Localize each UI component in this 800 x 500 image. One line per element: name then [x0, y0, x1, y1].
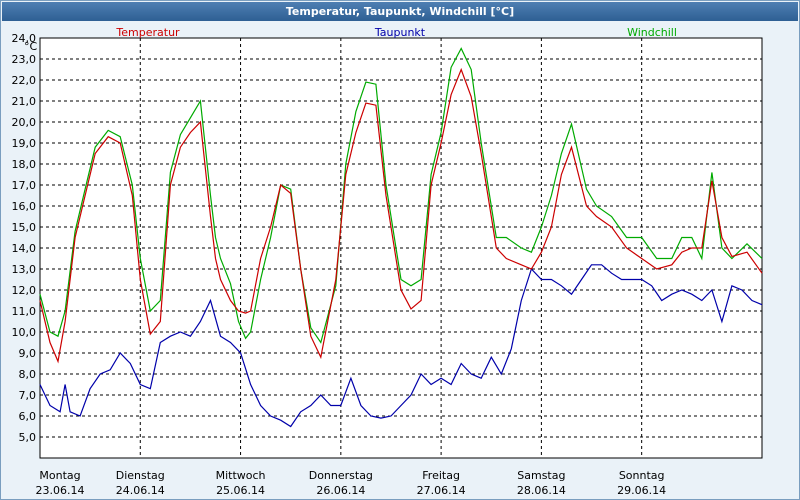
- y-tick-label: 18,0: [12, 158, 37, 171]
- y-tick-label: 12,0: [12, 284, 37, 297]
- x-date-label: 25.06.14: [216, 484, 265, 497]
- x-day-label: Dienstag: [116, 469, 165, 482]
- y-tick-label: 22,0: [12, 74, 37, 87]
- x-day-label: Sonntag: [619, 469, 665, 482]
- series-line-windchill: [39, 47, 763, 344]
- legend-temperatur: Temperatur: [115, 26, 180, 39]
- x-date-label: 24.06.14: [116, 484, 165, 497]
- window-title: Temperatur, Taupunkt, Windchill [°C]: [2, 2, 798, 21]
- series-line-temperatur: [39, 67, 763, 364]
- y-tick-label: 24,0: [12, 32, 37, 45]
- legend-windchill: Windchill: [627, 26, 677, 39]
- y-tick-label: 23,0: [12, 53, 37, 66]
- x-day-label: Samstag: [517, 469, 565, 482]
- series-line-taupunkt: [39, 264, 763, 428]
- y-axis-ticks: 5,0 6,0 7,0 8,0 9,0 10,0 11,0 12,0 13,0 14,0 15,0 1…: [12, 32, 37, 444]
- x-day-label: Donnerstag: [309, 469, 373, 482]
- y-tick-label: 20,0: [12, 116, 37, 129]
- y-tick-label: 16,0: [12, 200, 37, 213]
- y-tick-label: 14,0: [12, 242, 37, 255]
- y-tick-label: 13,0: [12, 263, 37, 276]
- x-day-label: Freitag: [422, 469, 460, 482]
- x-date-label: 26.06.14: [316, 484, 365, 497]
- x-date-label: 27.06.14: [417, 484, 466, 497]
- y-tick-label: 17,0: [12, 179, 37, 192]
- y-tick-label: 7,0: [19, 389, 37, 402]
- y-tick-label: 21,0: [12, 95, 37, 108]
- x-axis-day-labels: Montag 23.06.14 Dienstag 24.06.14 Mittwoch 25…: [36, 469, 667, 497]
- y-tick-label: 5,0: [19, 431, 37, 444]
- y-tick-label: 10,0: [12, 326, 37, 339]
- y-tick-label: 6,0: [19, 410, 37, 423]
- y-tick-label: 15,0: [12, 221, 37, 234]
- y-axis-unit: °C: [24, 40, 38, 53]
- legend-taupunkt: Taupunkt: [374, 26, 426, 39]
- y-tick-label: 8,0: [19, 368, 37, 381]
- x-date-label: 23.06.14: [36, 484, 85, 497]
- y-tick-label: 19,0: [12, 137, 37, 150]
- grid: [40, 37, 762, 458]
- x-date-label: 29.06.14: [617, 484, 666, 497]
- y-tick-label: 9,0: [19, 347, 37, 360]
- series-lines: [39, 47, 763, 428]
- y-tick-label: 11,0: [12, 305, 37, 318]
- x-day-label: Mittwoch: [216, 469, 266, 482]
- x-day-label: Montag: [39, 469, 80, 482]
- x-date-label: 28.06.14: [517, 484, 566, 497]
